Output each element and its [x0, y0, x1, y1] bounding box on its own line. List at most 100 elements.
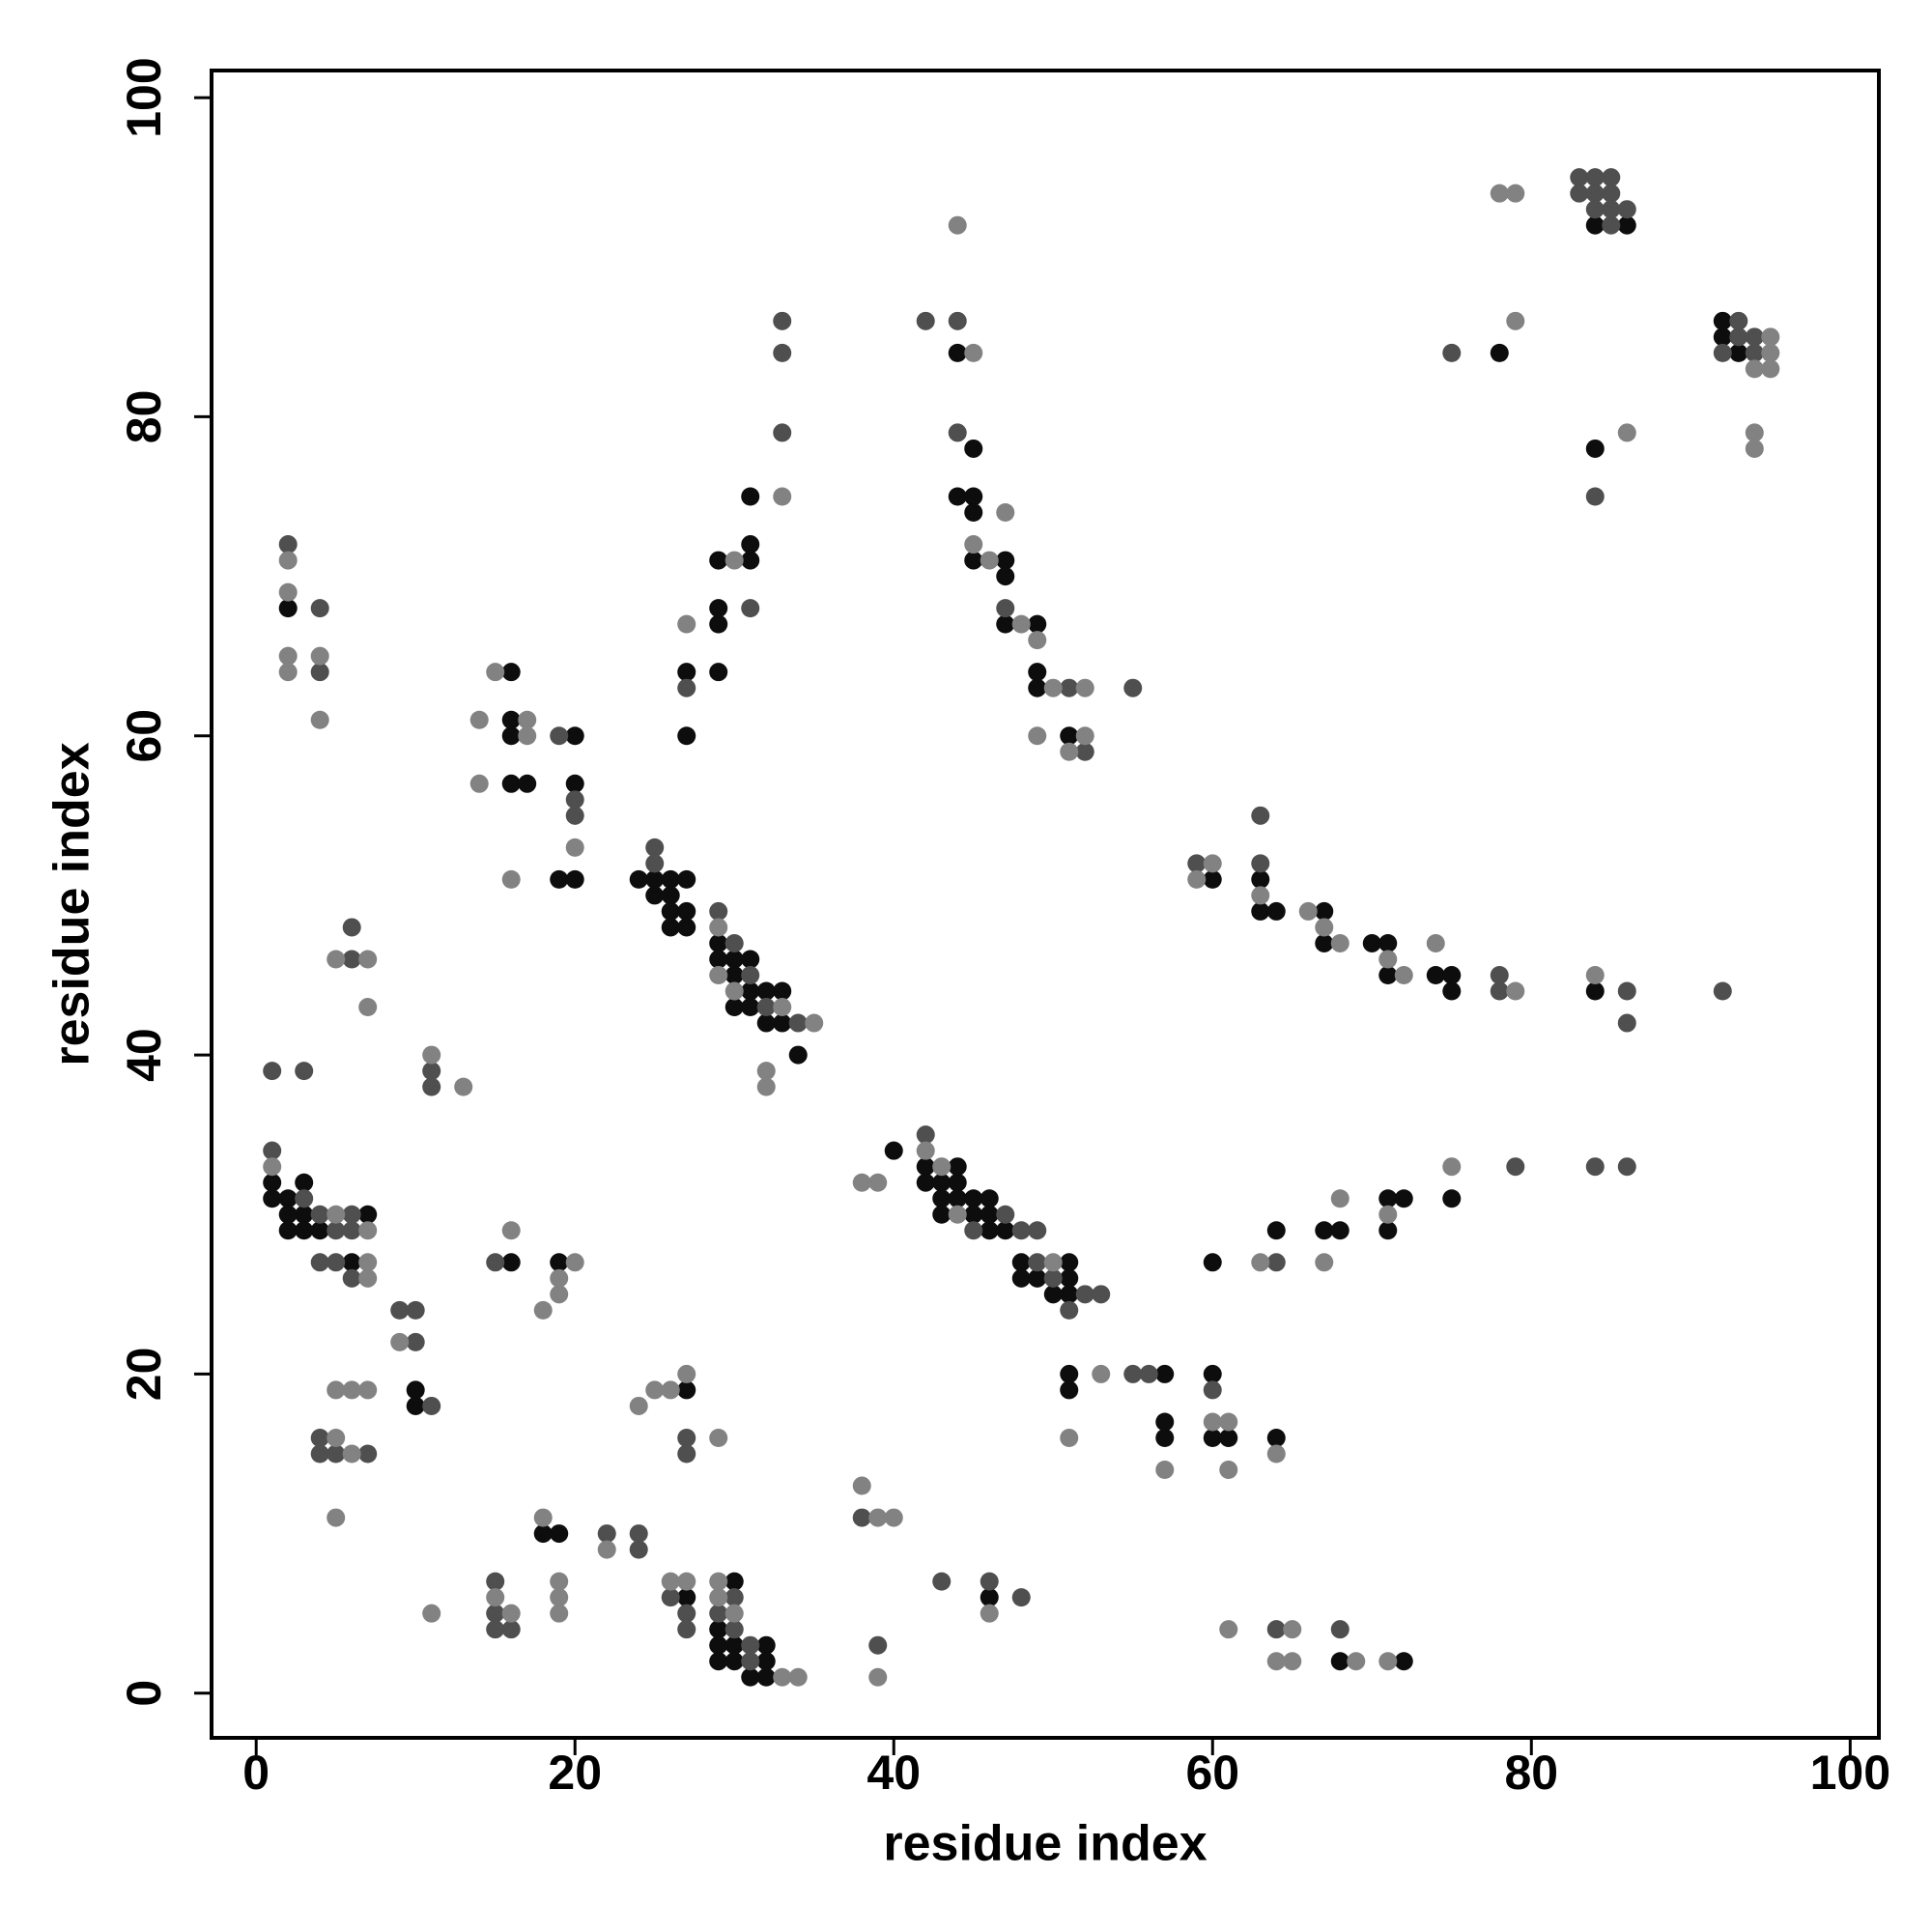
point: [916, 1125, 935, 1145]
point: [868, 1667, 888, 1687]
point: [805, 1013, 824, 1033]
point: [1187, 854, 1207, 873]
point: [1251, 869, 1270, 889]
point: [724, 1572, 744, 1591]
point: [295, 1189, 314, 1208]
point: [550, 1588, 569, 1607]
point: [1219, 1461, 1238, 1480]
point: [486, 1620, 505, 1639]
point: [1490, 965, 1509, 984]
point: [310, 646, 329, 666]
x-tick-label: 20: [548, 1746, 602, 1800]
point: [964, 535, 983, 554]
point: [1378, 1652, 1398, 1671]
point: [1729, 327, 1748, 347]
point: [661, 901, 680, 921]
point: [486, 1588, 505, 1607]
point: [1043, 1285, 1063, 1304]
point: [1617, 423, 1636, 442]
point: [1585, 981, 1605, 1001]
point: [724, 1635, 744, 1655]
point: [1602, 184, 1621, 203]
point: [1060, 742, 1079, 761]
point: [756, 1635, 776, 1655]
point: [980, 1221, 999, 1240]
point: [518, 774, 537, 793]
point: [565, 806, 584, 825]
point: [518, 726, 537, 746]
point: [1315, 901, 1334, 921]
point: [756, 1077, 776, 1096]
point: [661, 1380, 680, 1400]
point: [390, 1332, 410, 1351]
point: [1442, 1189, 1462, 1208]
point: [310, 1253, 329, 1272]
point: [278, 663, 298, 682]
point: [773, 487, 792, 506]
point: [1043, 678, 1063, 697]
x-tick-label: 0: [242, 1746, 270, 1800]
point: [278, 1221, 298, 1240]
point: [964, 551, 983, 570]
point: [709, 901, 728, 921]
point: [677, 1620, 696, 1639]
point: [550, 1253, 569, 1272]
point: [1570, 184, 1589, 203]
point: [422, 1077, 441, 1096]
point: [677, 726, 696, 746]
point: [1490, 981, 1509, 1001]
point: [756, 981, 776, 1001]
point: [501, 774, 521, 793]
point: [1028, 1268, 1047, 1288]
y-tick-label: 20: [117, 1348, 171, 1402]
point: [486, 1572, 505, 1591]
point: [1123, 1364, 1143, 1383]
point: [1266, 1221, 1286, 1240]
point: [709, 950, 728, 969]
point: [1155, 1461, 1175, 1480]
point: [597, 1524, 616, 1544]
point: [406, 1332, 425, 1351]
point: [1266, 1620, 1286, 1639]
point: [948, 487, 967, 506]
point: [868, 1635, 888, 1655]
point: [486, 663, 505, 682]
point: [518, 710, 537, 729]
point: [550, 1268, 569, 1288]
point: [327, 1444, 346, 1463]
point: [533, 1524, 553, 1544]
point: [342, 1221, 361, 1240]
point: [1729, 311, 1748, 330]
point: [964, 439, 983, 458]
point: [1266, 1652, 1286, 1671]
point: [1442, 1157, 1462, 1177]
point: [1092, 1364, 1111, 1383]
point: [342, 1380, 361, 1400]
point: [1315, 918, 1334, 937]
point: [980, 551, 999, 570]
point: [1266, 1444, 1286, 1463]
point: [278, 535, 298, 554]
point: [741, 965, 760, 984]
point: [550, 869, 569, 889]
point: [1394, 1189, 1413, 1208]
point: [550, 1572, 569, 1591]
point: [645, 1380, 665, 1400]
point: [295, 1221, 314, 1240]
point: [1075, 678, 1094, 697]
point: [677, 1572, 696, 1591]
point: [996, 1221, 1015, 1240]
point: [773, 343, 792, 362]
point: [724, 998, 744, 1017]
point: [1585, 200, 1605, 219]
point: [565, 726, 584, 746]
point: [1506, 1157, 1525, 1177]
point: [1028, 678, 1047, 697]
point: [1745, 327, 1764, 347]
point: [932, 1205, 952, 1224]
point: [1028, 663, 1047, 682]
point: [1315, 933, 1334, 952]
point: [677, 663, 696, 682]
point: [709, 1588, 728, 1607]
